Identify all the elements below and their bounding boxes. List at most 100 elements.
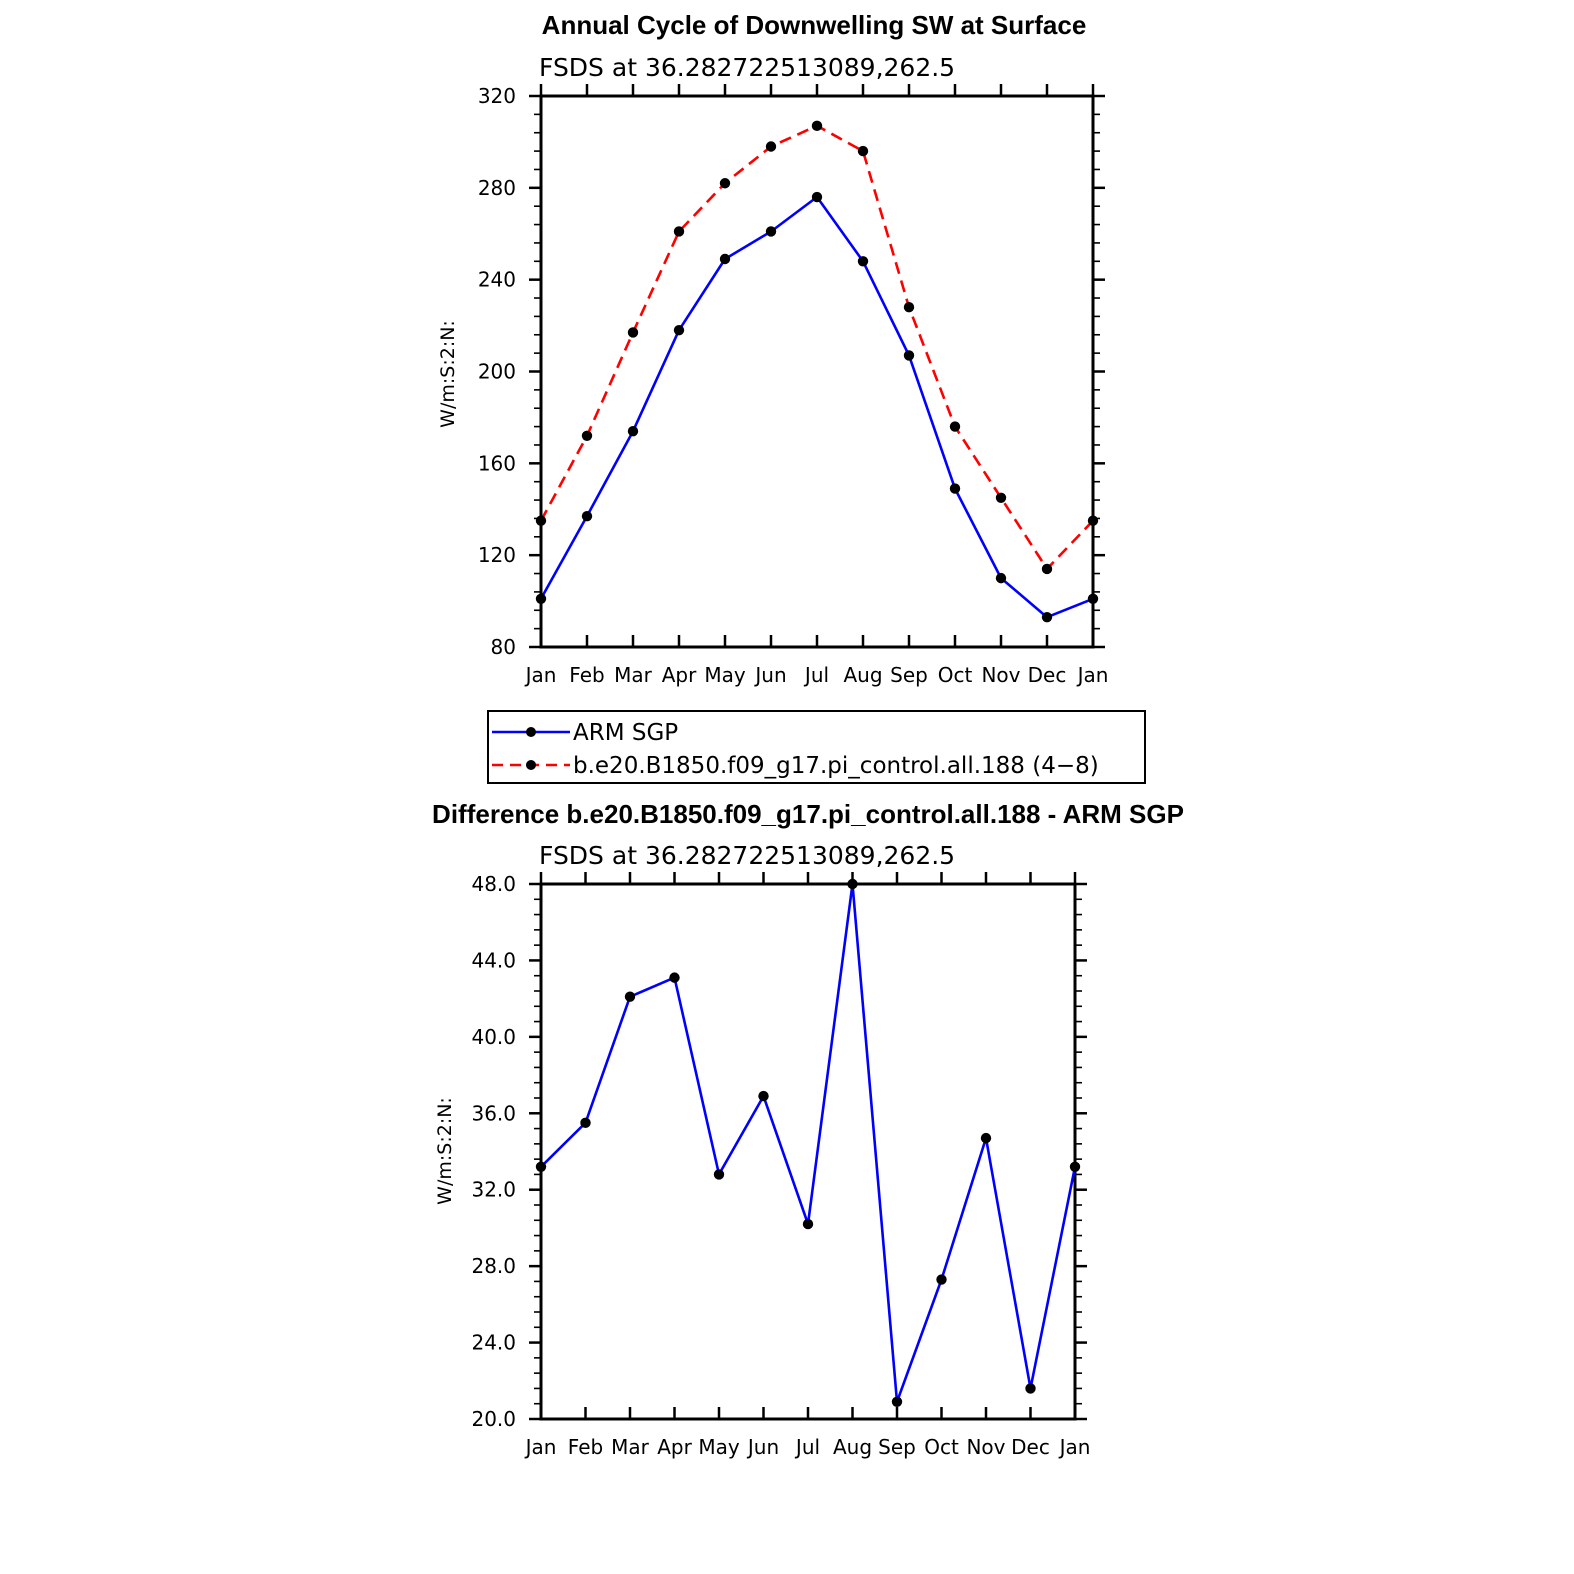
data-point [535,593,547,604]
x-tick-label: Jun [746,1435,779,1459]
y-tick-label: 320 [478,84,516,108]
y-tick-label: 160 [478,451,516,475]
data-point [811,120,823,132]
y-tick-label: 24.0 [471,1331,516,1355]
data-point [580,1117,591,1129]
x-tick-label: Feb [569,663,604,687]
chart1-subtitle: FSDS at 36.282722513089,262.5 [539,53,955,82]
data-point [627,425,639,437]
chart1-title: Annual Cycle of Downwelling SW at Surfac… [542,10,1087,40]
data-point [1087,593,1099,604]
legend-marker-model [526,760,536,770]
y-tick-label: 28.0 [471,1254,516,1278]
data-point [995,492,1007,503]
y-tick-label: 240 [478,268,516,292]
y-tick-label: 80 [491,635,516,659]
chart2-subtitle: FSDS at 36.282722513089,262.5 [539,841,955,870]
x-tick-label: Feb [568,1435,603,1459]
data-point [673,324,685,336]
x-tick-label: Mar [614,663,653,687]
legend-label-arm-sgp: ARM SGP [573,720,678,746]
x-tick-label: May [698,1435,740,1459]
legend: ARM SGP b.e20.B1850.f09_g17.pi_control.a… [487,710,1146,784]
legend-label-model: b.e20.B1850.f09_g17.pi_control.all.188 (… [573,753,1099,779]
x-tick-label: Nov [981,663,1020,687]
data-point [811,191,823,203]
data-point [847,878,858,890]
legend-marker-arm-sgp [526,727,536,737]
x-tick-label: Apr [657,1435,692,1459]
x-tick-label: Sep [878,1435,916,1459]
data-point [535,515,547,526]
data-point [1025,1383,1036,1394]
x-tick-label: Oct [938,663,973,687]
data-point [903,350,915,361]
chart1-tick-labels: Jan Feb Mar Apr May Jun Jul Aug Sep Oct Nov Dec Jan 8… [478,84,1109,687]
data-point [624,991,636,1002]
y-tick-label: 120 [478,543,516,567]
data-point [802,1218,814,1230]
data-point [980,1132,992,1144]
x-tick-label: Apr [662,663,697,687]
data-point [891,1396,903,1408]
x-tick-label: Sep [890,663,928,687]
annual-cycle-chart: Annual Cycle of Downwelling SW at Surfac… [437,10,1108,687]
data-point [673,226,685,237]
x-tick-label: Jun [753,663,786,687]
chart2-data-points [535,878,1081,1408]
data-point [758,1090,769,1102]
x-tick-label: Dec [1028,663,1067,687]
x-tick-label: Jul [803,663,829,687]
data-point [949,421,961,432]
data-point [857,145,869,157]
series-line-0 [539,195,1094,619]
data-point [903,302,915,313]
y-tick-label: 20.0 [471,1407,516,1431]
x-tick-label: Jan [524,1435,557,1459]
data-point [535,1161,547,1172]
x-tick-label: Mar [611,1435,650,1459]
series-line-0 [540,882,1077,1404]
legend-box [487,710,1146,784]
x-tick-label: Aug [843,663,882,687]
chart2-tick-labels: Jan Feb Mar Apr May Jun Jul Aug Sep Oct Nov Dec Jan 2… [471,872,1090,1459]
data-point [857,256,869,267]
chart2-series-lines [540,882,1077,1404]
y-tick-label: 48.0 [471,872,516,896]
x-tick-label: Aug [833,1435,872,1459]
x-tick-label: Nov [966,1435,1005,1459]
chart1-data-points [535,120,1099,623]
x-tick-label: Jan [524,663,557,687]
y-tick-label: 44.0 [471,948,516,972]
chart2-title: Difference b.e20.B1850.f09_g17.pi_contro… [432,799,1184,829]
data-point [1041,611,1053,623]
data-point [581,430,593,441]
chart2-ticks [529,872,1087,1421]
data-point [1041,563,1053,575]
x-tick-label: Oct [924,1435,959,1459]
data-point [581,510,593,522]
data-point [1069,1161,1081,1172]
chart1-plot-frame [539,94,1095,649]
y-tick-label: 280 [478,176,516,200]
data-point [936,1274,947,1285]
chart2-plot-frame [539,882,1077,1421]
y-tick-label: 40.0 [471,1025,516,1049]
data-point [765,141,777,152]
difference-chart: Difference b.e20.B1850.f09_g17.pi_contro… [432,799,1184,1459]
data-point [719,178,731,189]
data-point [949,483,961,494]
x-tick-label: May [704,663,746,687]
x-tick-label: Jan [1076,663,1109,687]
chart1-y-axis-label: W/m:S:2:N: [437,320,459,428]
x-tick-label: Dec [1011,1435,1050,1459]
chart2-y-axis-label: W/m:S:2:N: [434,1097,456,1205]
data-point [713,1169,725,1180]
y-tick-label: 36.0 [471,1101,516,1125]
y-tick-label: 32.0 [471,1178,516,1202]
data-point [1087,515,1099,526]
data-point [995,572,1007,584]
data-point [669,972,680,983]
chart1-ticks [529,84,1105,649]
